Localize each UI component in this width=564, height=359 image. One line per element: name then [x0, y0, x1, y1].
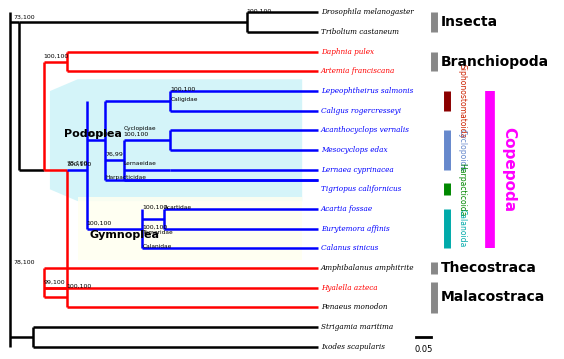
Text: Mesocyclops edax: Mesocyclops edax — [321, 146, 387, 154]
Text: Lernaeidae: Lernaeidae — [124, 161, 157, 166]
Text: Calanus sinicus: Calanus sinicus — [321, 244, 378, 252]
Text: Strigamia maritima: Strigamia maritima — [321, 323, 393, 331]
Text: 100,100: 100,100 — [124, 132, 149, 137]
Text: Harpacticidae: Harpacticidae — [105, 176, 146, 181]
Text: Acartia fossae: Acartia fossae — [321, 205, 373, 213]
Text: Siphonostomatoida: Siphonostomatoida — [457, 64, 466, 138]
Text: 76,99: 76,99 — [105, 152, 123, 157]
Text: 100,100: 100,100 — [142, 205, 168, 210]
Text: 100,100: 100,100 — [67, 284, 92, 289]
Text: Temoridae: Temoridae — [142, 230, 173, 234]
Text: Harpacticoida: Harpacticoida — [457, 163, 466, 216]
Text: Tigriopus californicus: Tigriopus californicus — [321, 185, 401, 194]
Text: 100,100: 100,100 — [247, 9, 272, 14]
Text: Acartidae: Acartidae — [164, 205, 192, 210]
Text: 78,100: 78,100 — [67, 161, 89, 166]
Text: 99,100: 99,100 — [44, 280, 65, 285]
Text: Copepoda: Copepoda — [501, 127, 516, 212]
Text: Cyclopoida: Cyclopoida — [457, 129, 466, 171]
Text: Penaeus monodon: Penaeus monodon — [321, 303, 387, 311]
Text: 73,100: 73,100 — [13, 14, 34, 19]
Text: 0.05: 0.05 — [415, 345, 433, 354]
Text: Artemia franciscana: Artemia franciscana — [321, 67, 395, 75]
Text: Eurytemora affinis: Eurytemora affinis — [321, 225, 389, 233]
Text: 78,100: 78,100 — [13, 260, 34, 265]
Text: Acanthocyclops vernalis: Acanthocyclops vernalis — [321, 126, 409, 134]
Text: 100,100: 100,100 — [87, 221, 112, 226]
Text: Calanoida: Calanoida — [457, 209, 466, 248]
Text: 100,100: 100,100 — [67, 162, 92, 167]
Text: Malacostraca: Malacostraca — [440, 290, 545, 304]
Text: Ixodes scapularis: Ixodes scapularis — [321, 342, 385, 350]
Text: Tribolium castaneum: Tribolium castaneum — [321, 28, 399, 36]
Text: 100,100: 100,100 — [170, 87, 195, 92]
Text: Gymnoplea: Gymnoplea — [90, 229, 160, 239]
Text: Thecostraca: Thecostraca — [440, 261, 536, 275]
Text: Insecta: Insecta — [440, 15, 498, 29]
Polygon shape — [50, 79, 302, 201]
Text: Calanidae: Calanidae — [142, 244, 171, 249]
Text: Amphibalanus amphitrite: Amphibalanus amphitrite — [321, 264, 414, 272]
Text: Caligidae: Caligidae — [170, 97, 198, 102]
Text: 100,100: 100,100 — [44, 53, 69, 59]
Text: Cyclopidae: Cyclopidae — [124, 126, 156, 131]
Text: Lernaea cyprinacea: Lernaea cyprinacea — [321, 165, 393, 174]
Text: Caligus rogercresseyi: Caligus rogercresseyi — [321, 107, 401, 115]
Text: 70,100: 70,100 — [87, 132, 108, 137]
Text: Hyalella azteca: Hyalella azteca — [321, 284, 377, 292]
Text: Drosophila melanogaster: Drosophila melanogaster — [321, 9, 413, 17]
Text: Podoplea: Podoplea — [64, 129, 122, 139]
Text: 100,100: 100,100 — [142, 225, 168, 230]
Text: Lepeophtheirus salmonis: Lepeophtheirus salmonis — [321, 87, 413, 95]
Polygon shape — [78, 197, 302, 260]
Text: Branchiopoda: Branchiopoda — [440, 55, 549, 69]
Text: Daphnia pulex: Daphnia pulex — [321, 48, 374, 56]
